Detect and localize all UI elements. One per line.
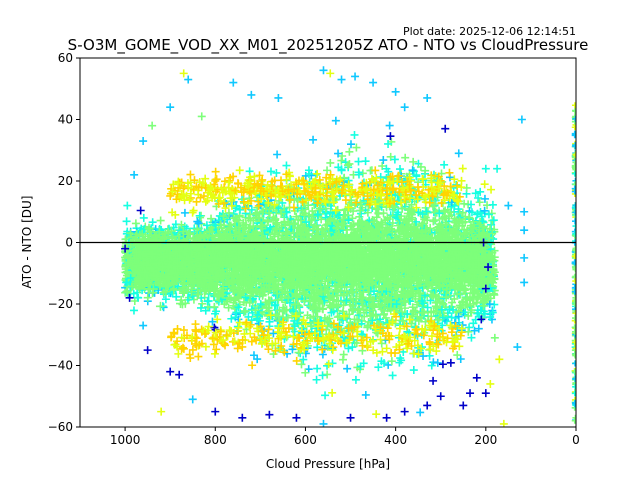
density-point xyxy=(470,326,479,335)
density-point xyxy=(344,344,353,353)
density-point xyxy=(467,200,475,209)
density-point xyxy=(331,116,340,125)
density-point xyxy=(401,153,410,162)
density-point xyxy=(409,157,418,166)
density-point xyxy=(345,147,354,156)
density-point xyxy=(328,388,337,397)
density-point xyxy=(378,162,387,171)
density-point xyxy=(384,360,393,369)
density-point xyxy=(156,216,165,225)
density-point xyxy=(323,361,332,370)
density-point xyxy=(475,198,484,207)
density-point xyxy=(312,375,321,384)
density-point xyxy=(408,166,417,175)
density-point xyxy=(453,351,462,360)
density-point xyxy=(456,354,465,363)
density-point xyxy=(326,158,335,167)
density-point xyxy=(409,167,418,176)
density-point xyxy=(129,306,138,315)
density-point xyxy=(334,149,343,158)
density-point xyxy=(247,205,256,214)
density-point xyxy=(416,408,425,417)
density-cloud xyxy=(121,102,576,424)
density-point xyxy=(488,200,497,209)
density-point xyxy=(288,345,297,354)
density-point xyxy=(227,314,236,323)
density-point xyxy=(442,317,451,326)
density-point xyxy=(447,313,456,322)
density-point xyxy=(386,152,395,161)
density-point xyxy=(348,343,357,352)
density-point xyxy=(236,309,245,318)
density-point xyxy=(299,355,308,364)
density-point xyxy=(350,130,359,139)
density-point xyxy=(318,371,327,380)
chart-title: S-O3M_GOME_VOD_XX_M01_20251205Z ATO - NT… xyxy=(68,36,589,55)
density-point xyxy=(351,375,360,384)
density-point xyxy=(304,301,313,310)
density-point xyxy=(471,189,480,198)
density-point xyxy=(198,299,207,308)
density-point xyxy=(356,206,365,215)
density-point xyxy=(384,139,393,148)
density-point xyxy=(358,169,367,178)
density-point xyxy=(386,132,395,141)
density-point xyxy=(487,220,496,229)
density-point xyxy=(397,308,406,317)
density-point xyxy=(469,319,478,328)
plot-date: Plot date: 2025-12-06 12:14:51 xyxy=(403,25,576,38)
density-point xyxy=(352,143,361,152)
density-point xyxy=(433,298,442,307)
density-point xyxy=(323,370,332,379)
density-point xyxy=(321,391,330,400)
density-point xyxy=(467,208,476,217)
density-point xyxy=(385,121,394,130)
density-point xyxy=(458,164,467,173)
density-point xyxy=(380,359,389,368)
density-point xyxy=(474,324,483,333)
